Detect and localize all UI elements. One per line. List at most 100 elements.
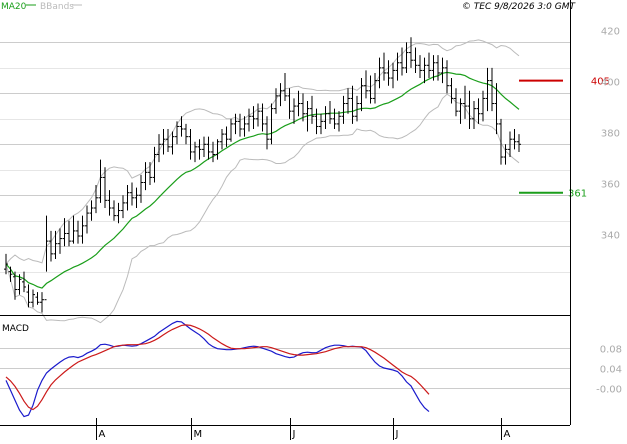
ohlc-bar (418, 55, 422, 79)
ohlc-bars (4, 37, 521, 313)
ohlc-bar (193, 141, 197, 163)
ohlc-bar (274, 88, 278, 114)
x-tick-label: A (504, 429, 511, 440)
ohlc-bar (382, 52, 386, 81)
macd-y-tick-labels: 0.08 0.04 -0.00 (596, 345, 622, 396)
ohlc-bar (454, 88, 458, 117)
ohlc-bar (440, 57, 445, 84)
x-tick-label: A (99, 429, 106, 440)
ohlc-bar (148, 162, 152, 186)
ohlc-bar (373, 72, 377, 104)
ohlc-bar (53, 230, 58, 259)
ohlc-bar (391, 62, 395, 89)
ohlc-bar (22, 271, 26, 293)
ohlc-bar (323, 106, 328, 130)
ohlc-bar (364, 70, 368, 99)
ohlc-bar (229, 118, 233, 142)
ohlc-bar (161, 129, 166, 155)
ohlc-bar (80, 215, 85, 244)
ohlc-bar (211, 141, 215, 163)
ohlc-bar (40, 292, 44, 313)
bbands-legend-label: BBands (40, 2, 74, 12)
x-tick-label: M (194, 429, 203, 440)
ohlc-bar (368, 75, 373, 104)
price-grid (0, 42, 570, 273)
ohlc-bar (31, 289, 35, 308)
ohlc-bar (125, 185, 130, 211)
ohlc-bar (427, 52, 431, 79)
copyright-text: © TEC 9/8/2026 3:0 GMT (462, 2, 577, 12)
ohlc-bar (233, 113, 238, 135)
ohlc-bar (4, 253, 8, 275)
ohlc-bar (296, 90, 301, 117)
ohlc-bar (305, 100, 310, 132)
ohlc-bar (458, 98, 463, 124)
ohlc-bar (463, 85, 467, 119)
ohlc-bar (350, 85, 355, 124)
ohlc-bar (341, 95, 346, 124)
ohlc-bar (220, 129, 224, 150)
ohlc-bar (152, 146, 157, 183)
ohlc-bar (481, 90, 485, 122)
ohlc-bar (202, 136, 206, 158)
ohlc-bar (256, 103, 260, 127)
ohlc-bar (314, 108, 319, 135)
price-y-tick-label: 420 (601, 27, 620, 38)
ohlc-bar (224, 126, 229, 147)
price-y-tick-label: 360 (601, 180, 620, 191)
ohlc-bar (413, 47, 418, 73)
ohlc-bar (278, 83, 283, 107)
ohlc-bar (49, 230, 53, 262)
ohlc-bar (58, 228, 62, 254)
ohlc-bar (112, 200, 116, 221)
ohlc-bar (499, 118, 503, 165)
ohlc-bar (44, 215, 49, 301)
macd-y-tick-label: 0.04 (600, 365, 622, 376)
ohlc-bar (503, 144, 508, 165)
ohlc-bar (175, 121, 179, 145)
macd-panel-background (0, 316, 570, 425)
ohlc-bar (197, 139, 202, 160)
ohlc-bar (359, 78, 364, 112)
price-panel-background (0, 0, 570, 315)
ohlc-bar (134, 187, 139, 208)
ohlc-bar (265, 116, 269, 150)
ohlc-bar (301, 93, 305, 122)
ohlc-bar (116, 202, 121, 224)
ohlc-bar (445, 60, 449, 94)
price-y-tick-label: 340 (601, 231, 620, 242)
ohlc-bar (431, 55, 436, 81)
ohlc-bar (422, 57, 427, 84)
x-tick-label: J (395, 429, 399, 440)
macd-y-tick-label: -0.00 (596, 385, 622, 396)
ohlc-bar (35, 292, 40, 305)
ohlc-bar (328, 100, 332, 124)
ohlc-bar (139, 174, 143, 203)
ohlc-bar (17, 274, 22, 295)
ohlc-bar (386, 60, 391, 86)
resistance-label: 405 (591, 77, 610, 88)
ohlc-bar (292, 98, 296, 124)
ohlc-bar (377, 57, 382, 89)
price-y-tick-label: 380 (601, 129, 620, 140)
ohlc-bar (449, 78, 454, 104)
ohlc-bar (472, 100, 476, 130)
ohlc-bar (143, 162, 148, 191)
ohlc-bar (26, 284, 31, 308)
ohlc-bar (247, 108, 251, 132)
ohlc-bar (355, 95, 359, 122)
ohlc-bar (71, 215, 76, 244)
ohlc-bar (319, 113, 323, 135)
ohlc-bar (404, 42, 409, 73)
ohlc-bar (98, 159, 103, 203)
ohlc-bar (107, 190, 112, 216)
ohlc-bar (188, 129, 193, 160)
ohlc-bar (490, 67, 494, 112)
ohlc-bar (512, 129, 517, 150)
ohlc-bar (409, 37, 413, 68)
ohlc-bar (170, 131, 175, 155)
ohlc-bar (310, 95, 314, 124)
